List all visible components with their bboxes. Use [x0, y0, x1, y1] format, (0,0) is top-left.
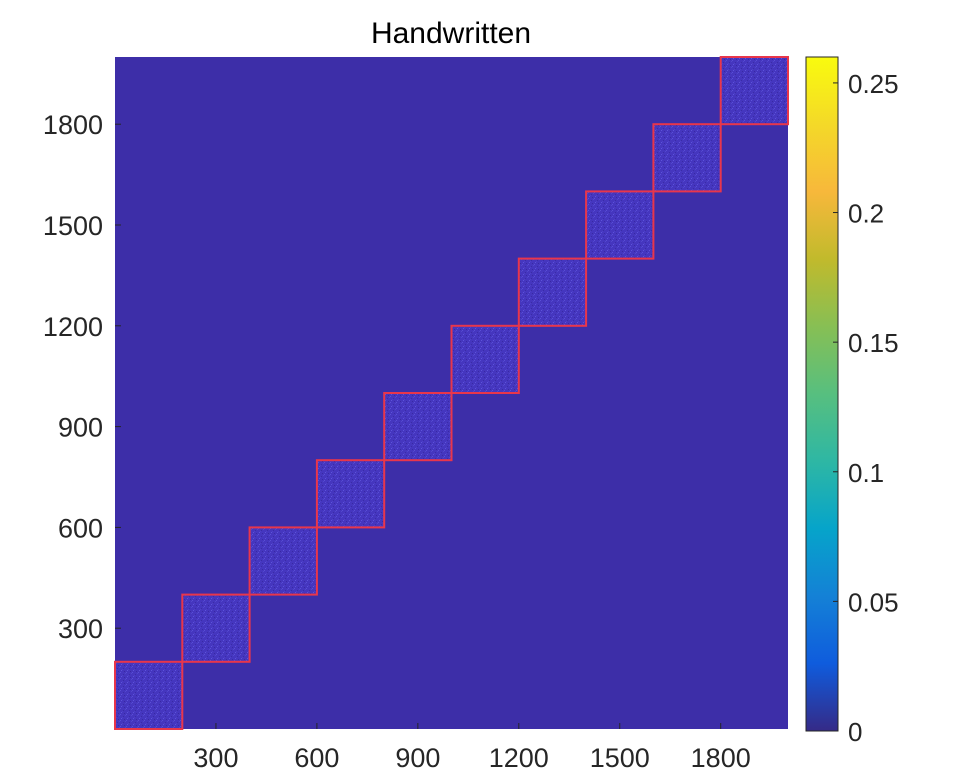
block-outline [181, 593, 251, 663]
colorbar-tick-label: 0.05 [848, 587, 899, 617]
y-tick-label: 600 [58, 513, 103, 543]
diagonal-block [316, 460, 385, 528]
x-tick-label: 600 [294, 743, 339, 773]
diagonal-block [518, 258, 587, 326]
block-outline [114, 660, 184, 730]
colorbar-tick-label: 0.2 [848, 199, 884, 229]
colorbar-tick-label: 0.15 [848, 328, 899, 358]
block-outline [652, 123, 722, 193]
diagonal-block [384, 393, 452, 461]
plot-area: 300 600 900 1200 1500 1800 300 600 900 1200 1500 18… [43, 56, 790, 773]
colorbar-gradient [805, 56, 839, 732]
block-outline [719, 56, 790, 126]
diagonal-block [182, 594, 250, 662]
y-tick-label: 1500 [43, 211, 103, 241]
block-outline [585, 190, 655, 260]
block-outline [315, 459, 386, 529]
diagonal-block [586, 191, 654, 259]
colorbar-tick-label: 0 [848, 717, 862, 747]
diagonal-block [451, 325, 519, 393]
colorbar: 0 0.05 0.1 0.15 0.2 0.25 [805, 56, 899, 747]
y-tick-label: 1200 [43, 312, 103, 342]
block-outline [383, 392, 453, 462]
chart-title: Handwritten [371, 17, 531, 50]
x-tick-label: 1500 [590, 743, 650, 773]
block-outline [248, 526, 318, 596]
diagonal-block [720, 57, 788, 125]
x-tick-label: 900 [395, 743, 440, 773]
diagonal-block [653, 124, 721, 192]
x-tick-label: 1200 [489, 743, 549, 773]
colorbar-tick-label: 0.25 [848, 69, 899, 99]
colorbar-tick-label: 0.1 [848, 458, 884, 488]
x-tick-label: 300 [193, 743, 238, 773]
block-outline [450, 324, 520, 394]
y-tick-label: 300 [58, 614, 103, 644]
x-tick-label: 1800 [691, 743, 751, 773]
y-tick-label: 1800 [43, 110, 103, 140]
diagonal-block [115, 661, 183, 729]
diagonal-block [249, 527, 317, 595]
y-tick-label: 900 [58, 413, 103, 443]
block-outline [517, 257, 588, 327]
